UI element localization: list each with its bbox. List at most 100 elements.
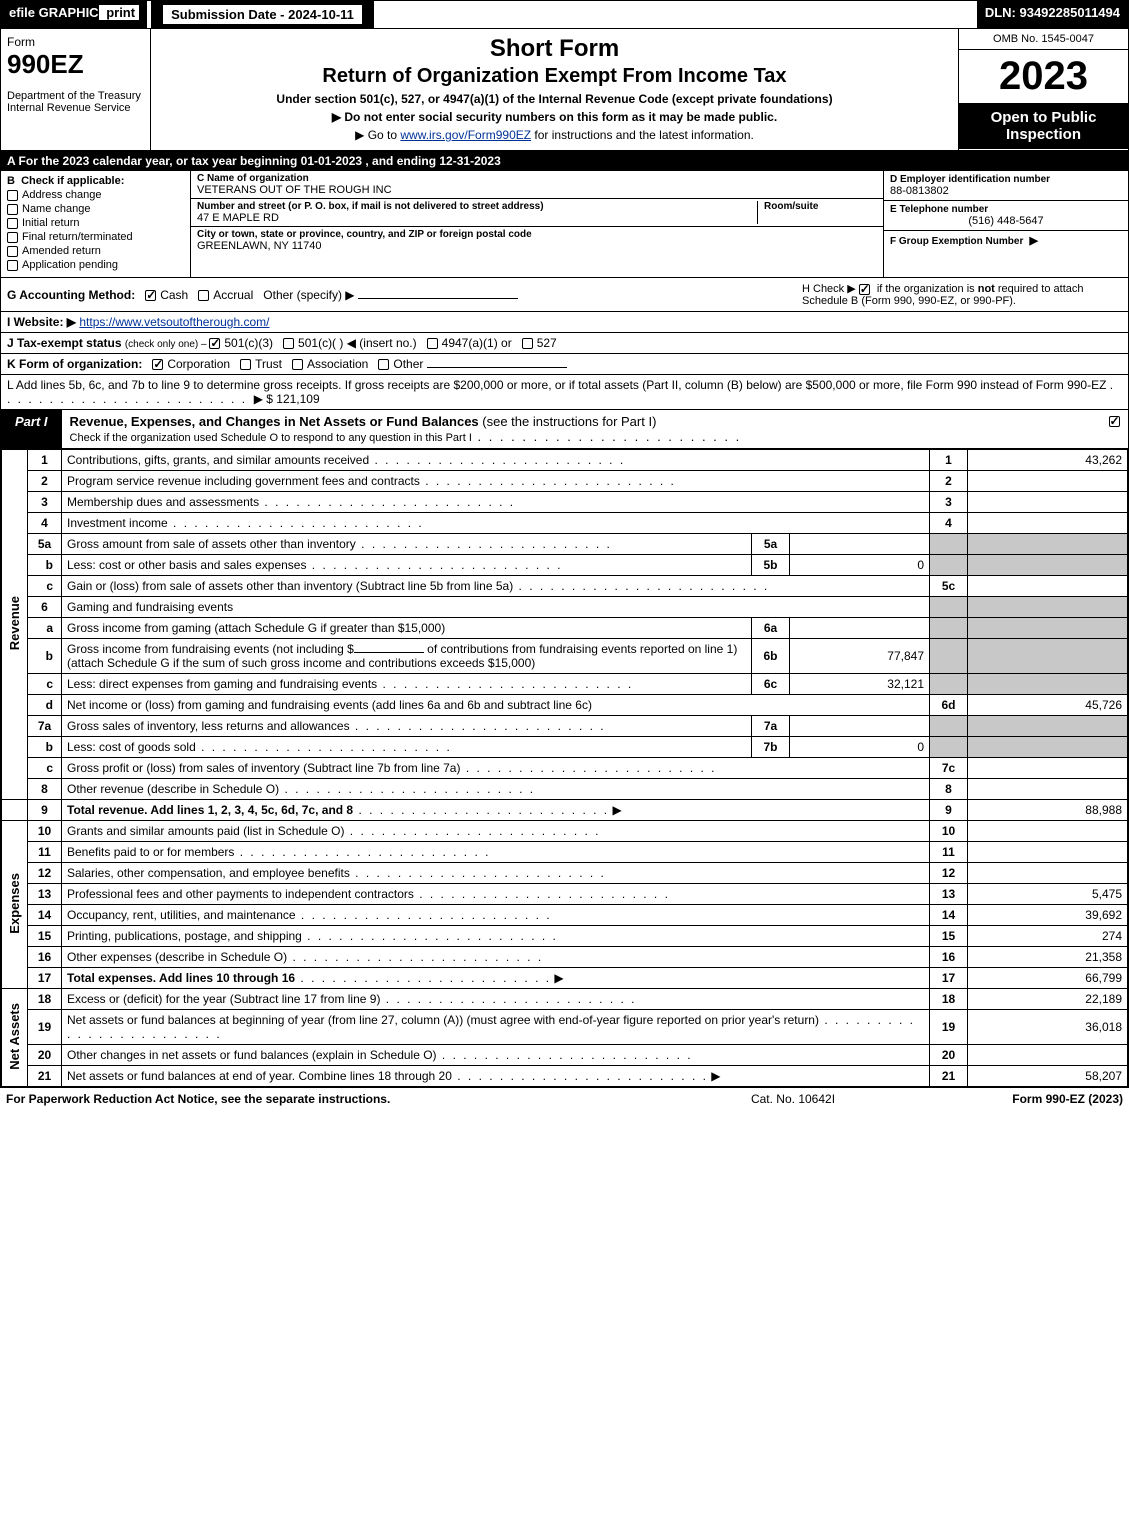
section-def: D Employer identification number 88-0813… [883,171,1128,277]
note-goto: ▶ Go to www.irs.gov/Form990EZ for instru… [161,128,948,142]
part1-bar: Part I Revenue, Expenses, and Changes in… [1,410,1128,449]
tax-year: 2023 [959,50,1128,103]
title-return: Return of Organization Exempt From Incom… [161,65,948,88]
fundraising-amount-line[interactable] [354,652,424,653]
ein: 88-0813802 [890,185,1122,197]
section-l: L Add lines 5b, 6c, and 7b to line 9 to … [1,375,1128,410]
line-8: 8 Other revenue (describe in Schedule O)… [2,779,1128,800]
checkbox-icon [7,204,18,215]
efile-print[interactable]: print [99,5,140,20]
other-org-line[interactable] [427,367,567,368]
section-i: I Website: ▶ https://www.vetsoutoftherou… [1,312,1128,333]
checkbox-icon [7,190,18,201]
e-label: E Telephone number [890,204,1122,215]
line-21: 21 Net assets or fund balances at end of… [2,1066,1128,1087]
line-13: 13 Professional fees and other payments … [2,884,1128,905]
chk-corp[interactable] [152,359,163,370]
line-5a: 5a Gross amount from sale of assets othe… [2,534,1128,555]
line-6a: a Gross income from gaming (attach Sched… [2,618,1128,639]
c-street-label: Number and street (or P. O. box, if mail… [197,201,757,212]
line-10: Expenses 10 Grants and similar amounts p… [2,821,1128,842]
line-7c: c Gross profit or (loss) from sales of i… [2,758,1128,779]
page-footer: For Paperwork Reduction Act Notice, see … [0,1088,1129,1110]
telephone: (516) 448-5647 [890,215,1122,227]
checkbox-icon [7,246,18,257]
efile-graphic: GRAPHIC [39,5,99,20]
section-a: A For the 2023 calendar year, or tax yea… [1,151,1128,171]
d-label: D Employer identification number [890,174,1122,185]
line-19: 19 Net assets or fund balances at beginn… [2,1010,1128,1045]
org-street: 47 E MAPLE RD [197,212,757,224]
header-right: OMB No. 1545-0047 2023 Open to Public In… [958,29,1128,150]
dept-treasury: Department of the Treasury [7,90,144,102]
chk-sched-o[interactable] [1109,416,1120,427]
part1-tag: Part I [1,410,62,448]
chk-final-return[interactable]: Final return/terminated [7,231,184,243]
chk-initial-return[interactable]: Initial return [7,217,184,229]
efile-badge: efile GRAPHIC print [1,1,147,28]
chk-amended-return[interactable]: Amended return [7,245,184,257]
checkbox-icon [7,232,18,243]
line-14: 14 Occupancy, rent, utilities, and maint… [2,905,1128,926]
c-room-label: Room/suite [764,201,877,212]
efile-prefix: efile [9,5,39,20]
header-center: Short Form Return of Organization Exempt… [151,29,958,150]
footer-paperwork: For Paperwork Reduction Act Notice, see … [6,1092,663,1106]
arrow-icon: ▶ [1029,235,1037,247]
title-short-form: Short Form [161,35,948,63]
form-number: 990EZ [7,49,144,80]
other-specify-line[interactable] [358,298,518,299]
line-17: 17 Total expenses. Add lines 10 through … [2,968,1128,989]
checkbox-icon [7,260,18,271]
line-7b: b Less: cost of goods sold 7b 0 [2,737,1128,758]
line-6d: d Net income or (loss) from gaming and f… [2,695,1128,716]
part1-title: Revenue, Expenses, and Changes in Net As… [62,410,1104,448]
chk-application-pending[interactable]: Application pending [7,259,184,271]
line-2: 2 Program service revenue including gove… [2,471,1128,492]
header-left: Form 990EZ Department of the Treasury In… [1,29,151,150]
header-row: Form 990EZ Department of the Treasury In… [1,29,1128,151]
line-7a: 7a Gross sales of inventory, less return… [2,716,1128,737]
part1-end-check [1104,410,1128,448]
line-1: Revenue 1 Contributions, gifts, grants, … [2,450,1128,471]
revenue-vlabel: Revenue [2,450,28,800]
irs-label: Internal Revenue Service [7,102,144,114]
form-990ez-page: efile GRAPHIC print Submission Date - 20… [0,0,1129,1088]
form-label: Form [7,35,144,49]
chk-trust[interactable] [240,359,251,370]
submission-date-box: Submission Date - 2024-10-11 [151,1,374,28]
info-row: B Check if applicable: Address change Na… [1,171,1128,278]
chk-h[interactable] [859,284,870,295]
expenses-vlabel: Expenses [2,821,28,989]
chk-other-org[interactable] [378,359,389,370]
section-g: G Accounting Method: Cash Accrual Other … [7,288,802,302]
chk-501c[interactable] [283,338,294,349]
org-city: GREENLAWN, NY 11740 [197,240,877,252]
c-name-label: C Name of organization [197,173,877,184]
line-16: 16 Other expenses (describe in Schedule … [2,947,1128,968]
chk-assoc[interactable] [292,359,303,370]
chk-527[interactable] [522,338,533,349]
note-ssn: ▶ Do not enter social security numbers o… [161,110,948,124]
chk-501c3[interactable] [209,338,220,349]
chk-name-change[interactable]: Name change [7,203,184,215]
org-name: VETERANS OUT OF THE ROUGH INC [197,184,877,196]
open-public-inspection: Open to Public Inspection [959,103,1128,149]
chk-accrual[interactable] [198,290,209,301]
line-4: 4 Investment income 4 [2,513,1128,534]
section-h: H Check ▶ if the organization is not req… [802,282,1122,307]
website-link[interactable]: https://www.vetsoutoftherough.com/ [79,315,269,329]
netassets-vlabel: Net Assets [2,989,28,1087]
irs-link[interactable]: www.irs.gov/Form990EZ [400,128,531,142]
topbar-spacer [374,1,977,28]
line-9: 9 Total revenue. Add lines 1, 2, 3, 4, 5… [2,800,1128,821]
checkbox-icon [7,218,18,229]
chk-4947[interactable] [427,338,438,349]
footer-catno: Cat. No. 10642I [663,1092,923,1106]
line-12: 12 Salaries, other compensation, and emp… [2,863,1128,884]
section-c: C Name of organization VETERANS OUT OF T… [191,171,883,277]
chk-cash[interactable] [145,290,156,301]
c-city-label: City or town, state or province, country… [197,229,877,240]
submission-date: Submission Date - 2024-10-11 [163,5,362,24]
chk-address-change[interactable]: Address change [7,189,184,201]
